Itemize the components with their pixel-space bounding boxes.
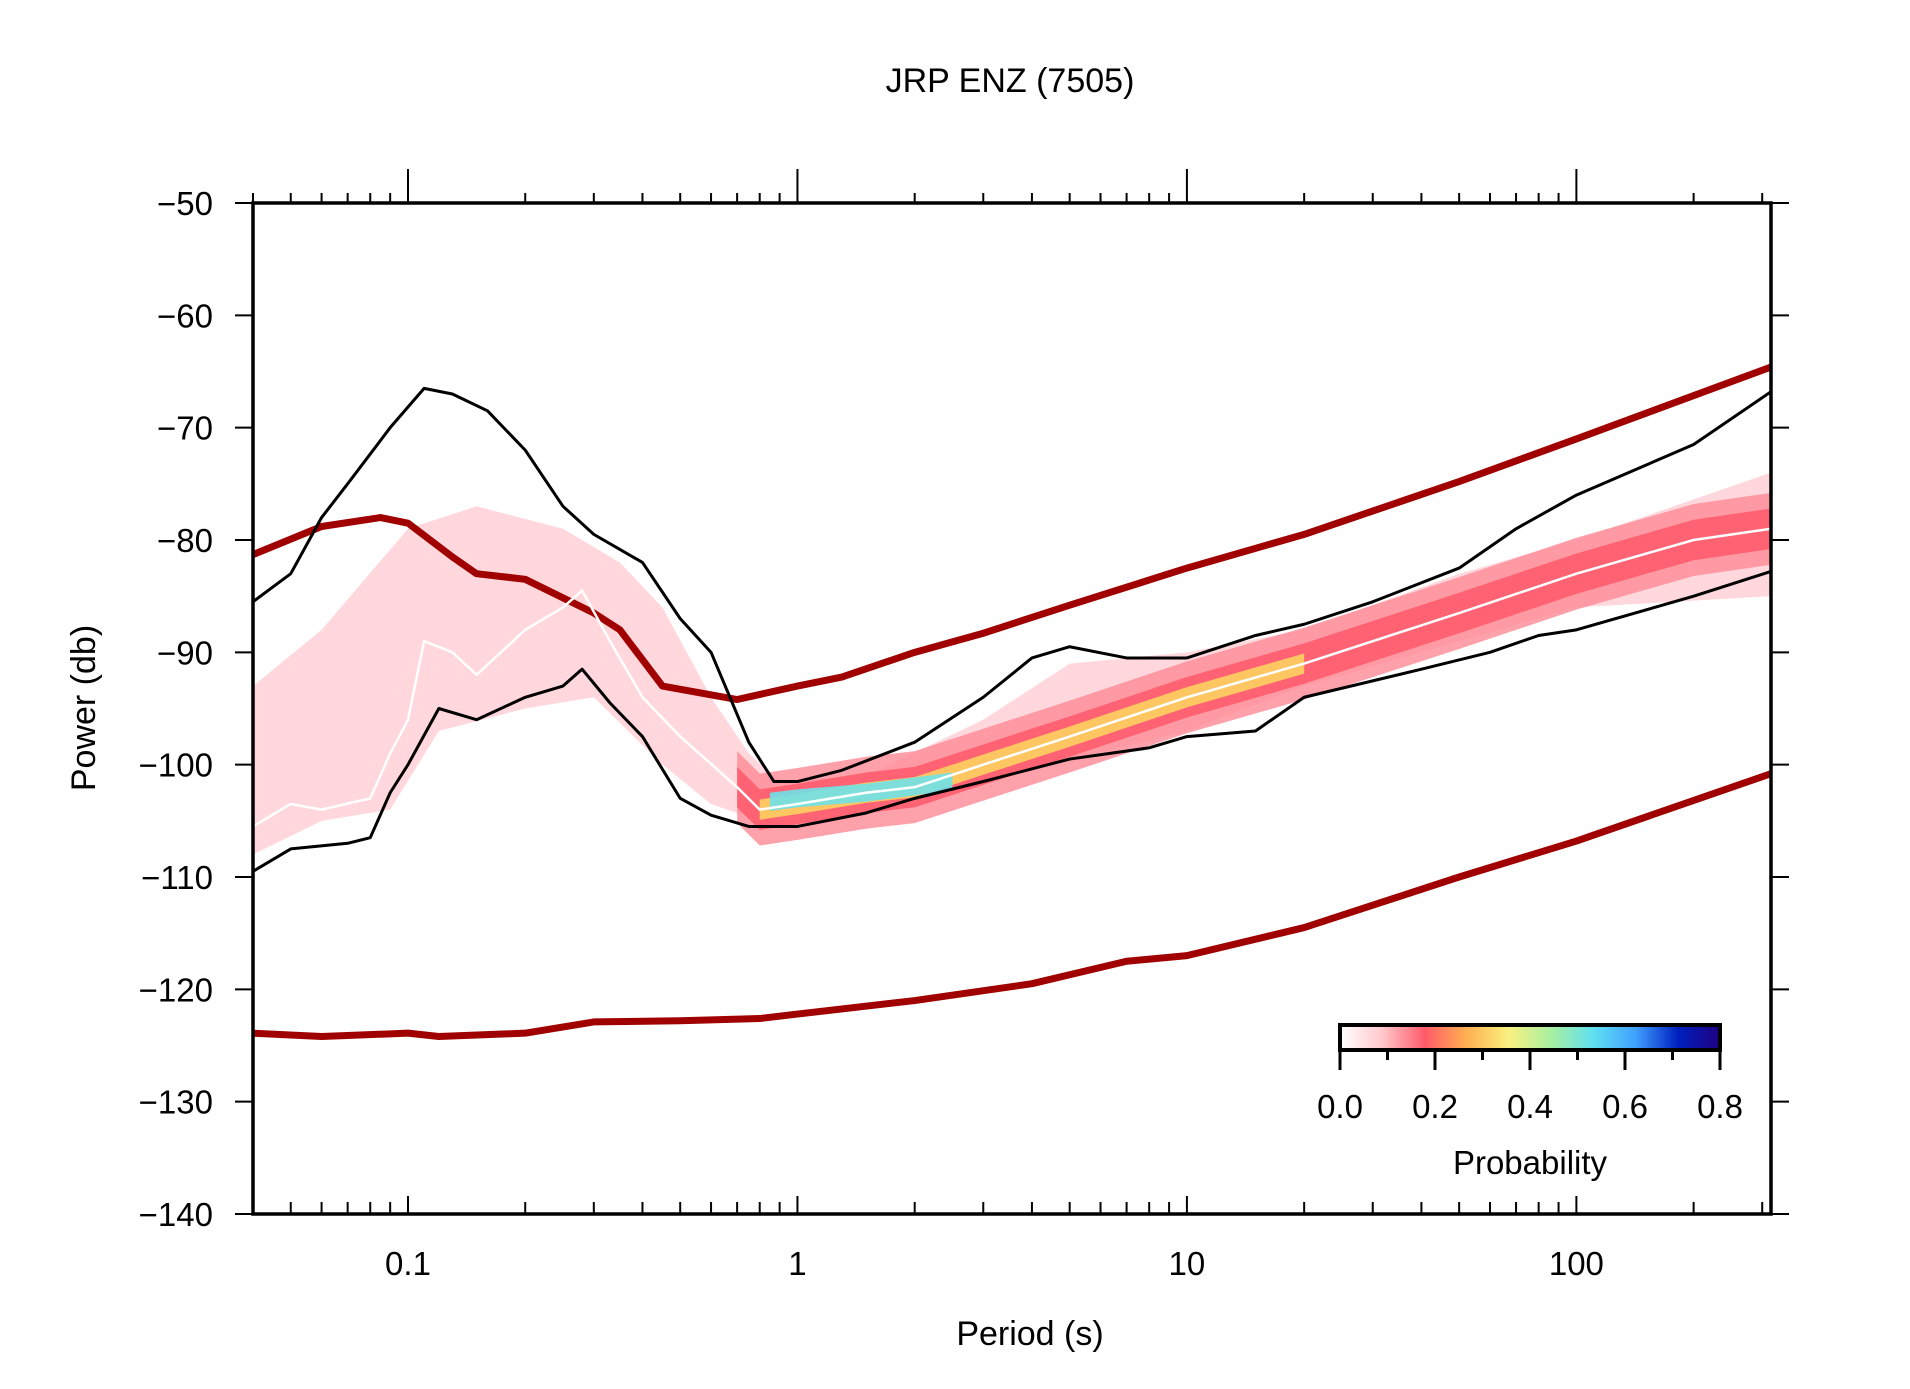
low-noise-model-line [253, 770, 1771, 1041]
mode-line [253, 527, 1771, 828]
y-tick-label: −70 [157, 410, 213, 447]
y-tick-label: −110 [141, 859, 213, 896]
x-tick-label: 0.1 [385, 1245, 431, 1282]
y-axis-label: Power (db) [65, 625, 103, 791]
density-core [759, 653, 1305, 820]
y-tick-label: −140 [139, 1196, 213, 1233]
y-tick-label: −50 [157, 185, 213, 222]
density-envelope [253, 472, 1771, 855]
colorbar-tick-label: 0.4 [1507, 1088, 1553, 1125]
colorbar-tick-label: 0.8 [1697, 1088, 1743, 1125]
x-axis-label: Period (s) [956, 1315, 1103, 1353]
max-line [253, 386, 1771, 784]
y-tick-label: −80 [157, 522, 213, 559]
colorbar-tick-label: 0.6 [1602, 1088, 1648, 1125]
colorbar-label: Probability [1453, 1144, 1608, 1181]
x-tick-label: 100 [1549, 1245, 1604, 1282]
colorbar-tick-label: 0.2 [1412, 1088, 1458, 1125]
colorbar-gradient [1338, 1023, 1722, 1052]
colorbar-tick-label: 0.0 [1317, 1088, 1363, 1125]
y-tick-label: −100 [139, 747, 213, 784]
x-tick-label: 1 [788, 1245, 806, 1282]
min-line [253, 570, 1771, 873]
high-noise-model-line [253, 363, 1771, 704]
y-tick-label: −90 [157, 634, 213, 671]
colorbar: 0.0 0.2 0.4 0.6 0.8 Probability [1317, 1023, 1743, 1181]
plot-frame [251, 201, 1773, 1216]
y-tick-label: −60 [157, 297, 213, 334]
x-tick-label: 10 [1169, 1245, 1206, 1282]
y-tick-label: −130 [139, 1084, 213, 1121]
y-tick-label: −120 [139, 971, 213, 1008]
chart-title: JRP ENZ (7505) [886, 62, 1135, 100]
